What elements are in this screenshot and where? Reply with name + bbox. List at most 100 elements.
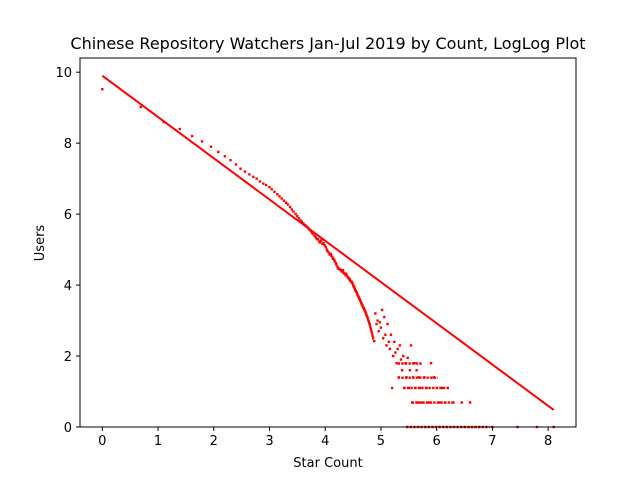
data-point-124: [371, 334, 374, 338]
data-point-180: [460, 401, 463, 404]
data-point-20: [270, 188, 273, 191]
data-point-156: [406, 356, 409, 360]
y-tick-label-0: 0: [64, 421, 72, 436]
data-point-181: [468, 401, 472, 404]
data-point-26: [285, 201, 288, 204]
data-point-171: [427, 401, 431, 404]
x-tick-label-8: 8: [544, 434, 552, 449]
data-point-144: [393, 340, 396, 344]
data-point-52: [322, 242, 325, 245]
x-tick-label-0: 0: [98, 434, 106, 449]
plot-frame: [79, 57, 577, 428]
data-point-43: [311, 232, 315, 236]
data-point-91: [352, 286, 356, 289]
data-point-138: [386, 322, 389, 326]
data-point-35: [300, 220, 304, 224]
data-point-176: [441, 386, 444, 390]
data-point-113: [365, 313, 368, 317]
data-point-143: [392, 354, 395, 358]
data-point-150: [399, 358, 403, 361]
data-point-8: [223, 155, 227, 158]
data-point-60: [330, 254, 333, 257]
data-point-98: [356, 294, 360, 297]
data-point-33: [297, 217, 301, 220]
data-point-151: [400, 369, 404, 372]
data-point-159: [409, 344, 413, 347]
data-point-10: [234, 163, 238, 166]
data-point-1: [139, 105, 142, 109]
data-point-132: [379, 326, 383, 329]
data-point-88: [351, 282, 354, 285]
data-point-120: [369, 325, 372, 329]
data-point-5: [200, 140, 204, 143]
x-tick-label-2: 2: [210, 434, 218, 449]
y-tick-label-1: 2: [64, 350, 72, 365]
data-point-116: [366, 318, 370, 321]
data-point-45: [314, 236, 317, 239]
data-point-31: [294, 212, 297, 216]
data-point-32: [296, 215, 299, 218]
data-point-21: [273, 190, 276, 193]
data-point-34: [299, 219, 302, 222]
data-point-137: [385, 344, 388, 347]
data-point-13: [248, 173, 251, 176]
data-point-146: [395, 361, 398, 365]
data-point-147: [396, 347, 399, 351]
data-point-63: [332, 258, 336, 261]
data-point-121: [369, 327, 373, 331]
data-point-134: [381, 337, 385, 340]
x-tick-label-1: 1: [154, 434, 162, 449]
data-point-152: [402, 354, 405, 358]
data-point-24: [280, 197, 283, 200]
data-point-64: [333, 260, 336, 263]
data-point-133: [380, 308, 384, 312]
data-point-123: [370, 332, 374, 335]
x-axis-title: Star Count: [293, 456, 362, 471]
data-point-135: [383, 315, 386, 319]
data-point-28: [288, 205, 292, 209]
data-point-149: [398, 344, 402, 347]
data-point-118: [368, 321, 371, 325]
data-point-114: [365, 315, 369, 318]
data-point-92: [353, 287, 356, 290]
data-point-96: [355, 292, 359, 295]
data-point-101: [358, 298, 361, 301]
data-point-15: [255, 177, 258, 180]
data-point-142: [390, 386, 394, 390]
data-point-141: [389, 333, 393, 336]
data-point-99: [357, 295, 360, 299]
data-point-12: [243, 170, 247, 173]
data-point-165: [416, 401, 419, 404]
y-tick-label-4: 8: [64, 137, 72, 152]
data-point-166: [417, 376, 421, 379]
data-point-27: [286, 203, 290, 206]
x-tick-label-4: 4: [321, 434, 329, 449]
data-point-30: [292, 210, 295, 213]
y-axis-title: Users: [33, 225, 48, 262]
fit-line: [101, 74, 555, 411]
y-tick-label-5: 10: [55, 66, 72, 81]
data-point-23: [278, 195, 281, 198]
data-point-54: [324, 245, 327, 249]
data-point-0: [101, 88, 104, 91]
data-point-56: [326, 249, 329, 253]
data-point-22: [276, 193, 279, 196]
data-point-115: [366, 316, 369, 319]
y-tick-label-2: 4: [64, 279, 72, 294]
data-point-6: [209, 145, 213, 148]
data-point-49: [318, 241, 322, 244]
data-point-129: [376, 319, 379, 322]
data-point-44: [313, 234, 316, 237]
data-point-130: [377, 330, 380, 333]
y-tick-label-3: 6: [64, 208, 72, 223]
data-point-102: [359, 299, 362, 302]
data-point-164: [415, 369, 418, 372]
data-point-55: [325, 248, 329, 251]
data-point-47: [316, 237, 320, 241]
data-point-125: [371, 337, 375, 340]
data-point-29: [290, 208, 293, 211]
data-point-42: [310, 231, 314, 234]
data-point-65: [334, 261, 338, 265]
